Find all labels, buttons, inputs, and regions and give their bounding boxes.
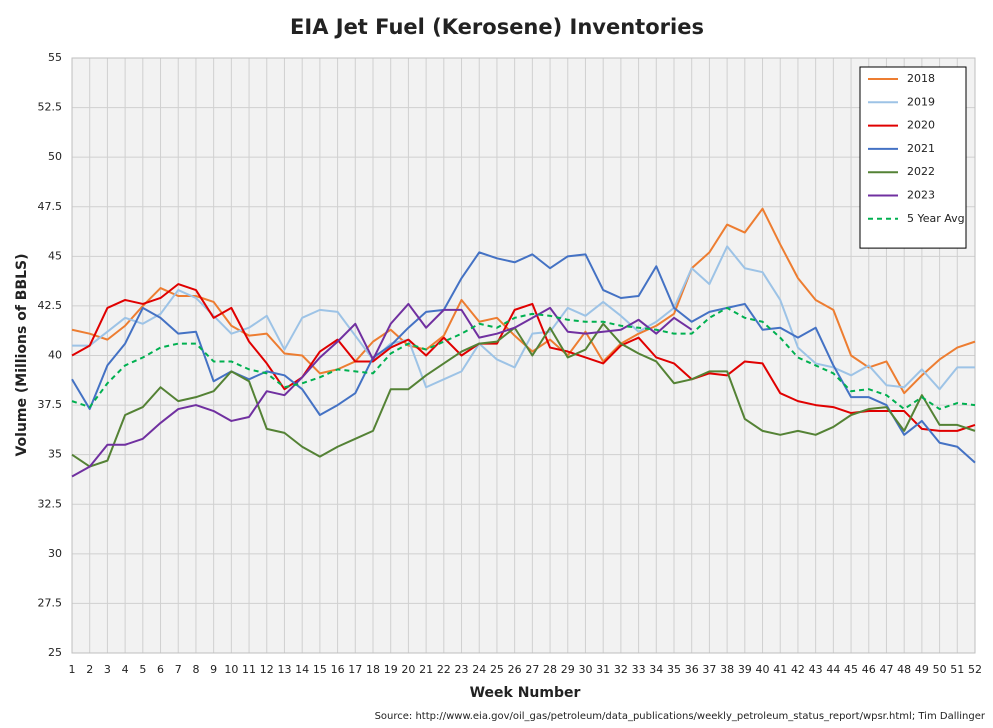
x-tick-label: 34 xyxy=(649,663,663,676)
x-tick-label: 30 xyxy=(578,663,592,676)
x-tick-label: 52 xyxy=(968,663,982,676)
x-tick-label: 22 xyxy=(437,663,451,676)
x-tick-label: 31 xyxy=(596,663,610,676)
series-line xyxy=(71,283,976,432)
legend-label: 2020 xyxy=(907,119,935,132)
legend-label: 5 Year Avg xyxy=(907,212,965,225)
x-tick-label: 5 xyxy=(139,663,146,676)
x-tick-label: 50 xyxy=(933,663,947,676)
x-tick-label: 7 xyxy=(175,663,182,676)
y-tick-label: 52.5 xyxy=(38,101,63,114)
x-tick-label: 17 xyxy=(348,663,362,676)
chart-title: EIA Jet Fuel (Kerosene) Inventories xyxy=(290,15,704,39)
y-tick-label: 37.5 xyxy=(38,398,63,411)
x-tick-label: 19 xyxy=(384,663,398,676)
x-tick-label: 12 xyxy=(260,663,274,676)
legend-label: 2021 xyxy=(907,142,935,155)
y-tick-label: 32.5 xyxy=(38,497,63,510)
x-tick-label: 8 xyxy=(192,663,199,676)
x-tick-label: 33 xyxy=(632,663,646,676)
x-tick-label: 24 xyxy=(472,663,486,676)
x-tick-label: 6 xyxy=(157,663,164,676)
x-tick-label: 51 xyxy=(950,663,964,676)
x-tick-label: 43 xyxy=(809,663,823,676)
legend-label: 2022 xyxy=(907,165,935,178)
x-tick-label: 21 xyxy=(419,663,433,676)
x-tick-label: 11 xyxy=(242,663,256,676)
x-tick-label: 49 xyxy=(915,663,929,676)
source-note: Source: http://www.eia.gov/oil_gas/petro… xyxy=(375,711,986,722)
x-tick-label: 38 xyxy=(720,663,734,676)
x-tick-label: 23 xyxy=(455,663,469,676)
x-tick-label: 32 xyxy=(614,663,628,676)
x-tick-label: 10 xyxy=(224,663,238,676)
series-line xyxy=(71,302,693,478)
legend: 2018 2019 2020 2021 2022 2023 5 Year Avg xyxy=(859,66,967,249)
y-tick-label: 42.5 xyxy=(38,299,63,312)
x-tick-label: 44 xyxy=(826,663,840,676)
x-tick-label: 35 xyxy=(667,663,681,676)
x-tick-label: 20 xyxy=(401,663,415,676)
y-tick-label: 27.5 xyxy=(38,596,63,609)
x-tick-label: 13 xyxy=(277,663,291,676)
x-tick-label: 9 xyxy=(210,663,217,676)
x-tick-label: 15 xyxy=(313,663,327,676)
x-tick-label: 27 xyxy=(525,663,539,676)
y-tick-label: 25 xyxy=(48,646,62,659)
series-line xyxy=(72,245,975,391)
x-tick-label: 41 xyxy=(773,663,787,676)
y-tick-label: 45 xyxy=(48,249,62,262)
lines xyxy=(71,207,976,478)
x-tick-label: 48 xyxy=(897,663,911,676)
x-tick-label: 45 xyxy=(844,663,858,676)
y-tick-label: 40 xyxy=(48,349,62,362)
x-tick-label: 1 xyxy=(69,663,76,676)
x-tick-label: 14 xyxy=(295,663,309,676)
x-tick-label: 36 xyxy=(685,663,699,676)
y-tick-label: 50 xyxy=(48,150,62,163)
x-tick-label: 28 xyxy=(543,663,557,676)
x-tick-label: 25 xyxy=(490,663,504,676)
y-axis-title: Volume (Millions of BBLS) xyxy=(14,253,30,456)
series-line xyxy=(71,306,976,411)
x-tick-label: 39 xyxy=(738,663,752,676)
x-tick-label: 26 xyxy=(508,663,522,676)
x-tick-label: 18 xyxy=(366,663,380,676)
y-tick-label: 47.5 xyxy=(38,200,63,213)
x-tick-label: 29 xyxy=(561,663,575,676)
y-tick-label: 35 xyxy=(48,448,62,461)
x-tick-label: 3 xyxy=(104,663,111,676)
x-tick-label: 42 xyxy=(791,663,805,676)
legend-label: 2019 xyxy=(907,95,935,108)
x-tick-label: 37 xyxy=(702,663,716,676)
x-axis-title: Week Number xyxy=(470,685,581,701)
x-tick-label: 4 xyxy=(122,663,129,676)
legend-label: 2018 xyxy=(907,72,935,85)
legend-label: 2023 xyxy=(907,189,935,202)
series-line xyxy=(71,322,976,468)
y-tick-label: 55 xyxy=(48,51,62,64)
y-tick-label: 30 xyxy=(48,547,62,560)
x-tick-label: 2 xyxy=(86,663,93,676)
x-tick-label: 46 xyxy=(862,663,876,676)
x-tick-label: 47 xyxy=(879,663,893,676)
x-tick-label: 40 xyxy=(756,663,770,676)
grid xyxy=(71,57,976,654)
series-line xyxy=(71,251,976,464)
x-tick-label: 16 xyxy=(331,663,345,676)
